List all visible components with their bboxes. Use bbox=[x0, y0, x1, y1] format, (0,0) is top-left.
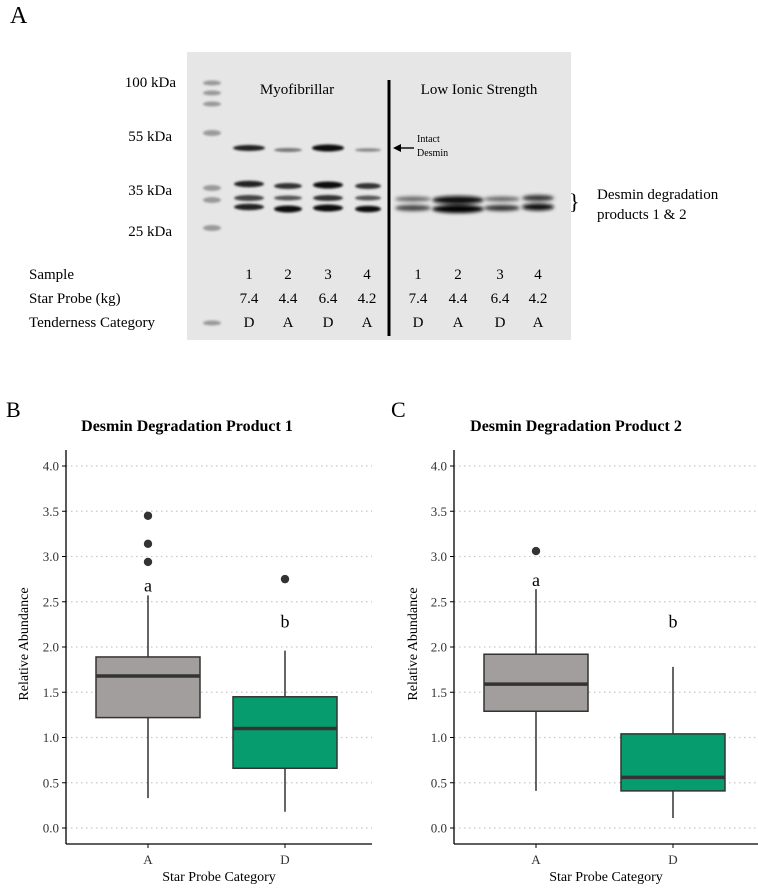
x-axis-label: Star Probe Category bbox=[162, 870, 276, 885]
desmin-label: Desmin bbox=[417, 148, 448, 159]
y-axis-label: Relative Abundance bbox=[406, 587, 421, 700]
y-tick-label: 0.5 bbox=[43, 775, 59, 790]
lane-6-sample: 2 bbox=[454, 267, 462, 283]
y-tick-label: 1.5 bbox=[43, 685, 59, 700]
row-label-sample: Sample bbox=[29, 267, 74, 283]
arrow-head-icon bbox=[393, 144, 401, 152]
mw-marker-25: 25 kDa bbox=[128, 224, 172, 240]
mw-marker-55: 55 kDa bbox=[128, 129, 172, 145]
intact-label: Intact bbox=[417, 134, 440, 145]
y-tick-label: 1.0 bbox=[43, 730, 59, 745]
lane-3-category: D bbox=[323, 315, 334, 331]
lane-7-sample: 3 bbox=[496, 267, 504, 283]
box-A bbox=[95, 656, 201, 719]
section-label-myofibrillar: Myofibrillar bbox=[260, 82, 334, 98]
x-tick-label: D bbox=[280, 852, 289, 867]
y-tick-label: 4.0 bbox=[431, 459, 447, 474]
lane-1-category: D bbox=[244, 315, 255, 331]
box-D bbox=[620, 733, 726, 792]
y-tick-label: 1.5 bbox=[431, 685, 447, 700]
panel-c-letter: C bbox=[391, 397, 406, 422]
degradation-label-line1: Desmin degradation bbox=[597, 187, 719, 203]
mw-marker-35: 35 kDa bbox=[128, 183, 172, 199]
x-tick-label: A bbox=[531, 852, 541, 867]
gel-image bbox=[187, 52, 571, 340]
row-label-star-probe: Star Probe (kg) bbox=[29, 291, 121, 307]
significance-letter-A: a bbox=[532, 570, 540, 590]
lane-3-star-probe: 6.4 bbox=[319, 291, 338, 307]
significance-letter-A: a bbox=[144, 575, 152, 595]
lane-4-category: A bbox=[362, 315, 373, 331]
y-tick-label: 4.0 bbox=[43, 459, 59, 474]
outlier-A bbox=[143, 539, 153, 549]
lane-8-star-probe: 4.2 bbox=[529, 291, 548, 307]
lane-6-category: A bbox=[453, 315, 464, 331]
y-tick-label: 0.5 bbox=[431, 775, 447, 790]
lane-5-sample: 1 bbox=[414, 267, 422, 283]
y-tick-label: 2.5 bbox=[43, 594, 59, 609]
lane-5-category: D bbox=[413, 315, 424, 331]
chart-product-1: Desmin Degradation Product 1 0.0 0.5 1.0 1.5… bbox=[17, 418, 372, 885]
lane-1-sample: 1 bbox=[245, 267, 253, 283]
box-D bbox=[232, 696, 338, 770]
lane-4-sample: 4 bbox=[363, 267, 371, 283]
y-tick-label: 0.0 bbox=[431, 821, 447, 836]
chart-title: Desmin Degradation Product 2 bbox=[470, 418, 682, 435]
lane-8-category: A bbox=[533, 315, 544, 331]
lane-8-sample: 4 bbox=[534, 267, 542, 283]
y-tick-label: 2.0 bbox=[43, 640, 59, 655]
y-tick-label: 3.0 bbox=[43, 549, 59, 564]
lane-6-star-probe: 4.4 bbox=[449, 291, 468, 307]
outlier-A bbox=[143, 511, 153, 520]
outlier-D bbox=[280, 574, 290, 584]
lane-2-star-probe: 4.4 bbox=[279, 291, 298, 307]
x-tick-label: D bbox=[668, 852, 677, 867]
section-label-low-ionic: Low Ionic Strength bbox=[421, 82, 538, 98]
lane-3-sample: 3 bbox=[324, 267, 332, 283]
lane-7-star-probe: 6.4 bbox=[491, 291, 510, 307]
y-tick-label: 2.5 bbox=[431, 594, 447, 609]
y-tick-label: 3.0 bbox=[431, 549, 447, 564]
row-label-tenderness: Tenderness Category bbox=[29, 315, 155, 331]
chart-title: Desmin Degradation Product 1 bbox=[81, 418, 293, 435]
lane-5-star-probe: 7.4 bbox=[409, 291, 428, 307]
x-tick-label: A bbox=[143, 852, 153, 867]
gel-bands-myofibrillar bbox=[233, 144, 381, 213]
panel-a-letter: A bbox=[10, 3, 28, 29]
lane-4-star-probe: 4.2 bbox=[358, 291, 377, 307]
significance-letter-D: b bbox=[669, 612, 678, 632]
significance-letter-D: b bbox=[281, 612, 290, 632]
y-tick-label: 1.0 bbox=[431, 730, 447, 745]
y-tick-label: 2.0 bbox=[431, 640, 447, 655]
brace-icon: } bbox=[569, 189, 580, 214]
gel-bands-low-ionic bbox=[395, 195, 554, 213]
mw-marker-100: 100 kDa bbox=[125, 75, 177, 91]
lane-2-category: A bbox=[283, 315, 294, 331]
outlier-A bbox=[531, 546, 541, 556]
degradation-label-line2: products 1 & 2 bbox=[597, 207, 687, 223]
lane-table: 1 7.4 D 2 4.4 A 3 6.4 D 4 4.2 A 1 7.4 D 2 4.4 A 3 6.4 D 4 4.2 A bbox=[240, 267, 548, 331]
y-tick-label: 3.5 bbox=[43, 504, 59, 519]
ladder-lane bbox=[203, 80, 221, 326]
chart-product-2: Desmin Degradation Product 2 0.0 0.5 1.0 1.5… bbox=[406, 418, 758, 885]
y-axis-label: Relative Abundance bbox=[17, 587, 32, 700]
y-tick-label: 3.5 bbox=[431, 504, 447, 519]
y-tick-label: 0.0 bbox=[43, 821, 59, 836]
x-axis-label: Star Probe Category bbox=[549, 870, 663, 885]
panel-b-letter: B bbox=[6, 397, 21, 422]
lane-1-star-probe: 7.4 bbox=[240, 291, 259, 307]
lane-2-sample: 2 bbox=[284, 267, 292, 283]
lane-7-category: D bbox=[495, 315, 506, 331]
outlier-A bbox=[143, 557, 153, 567]
